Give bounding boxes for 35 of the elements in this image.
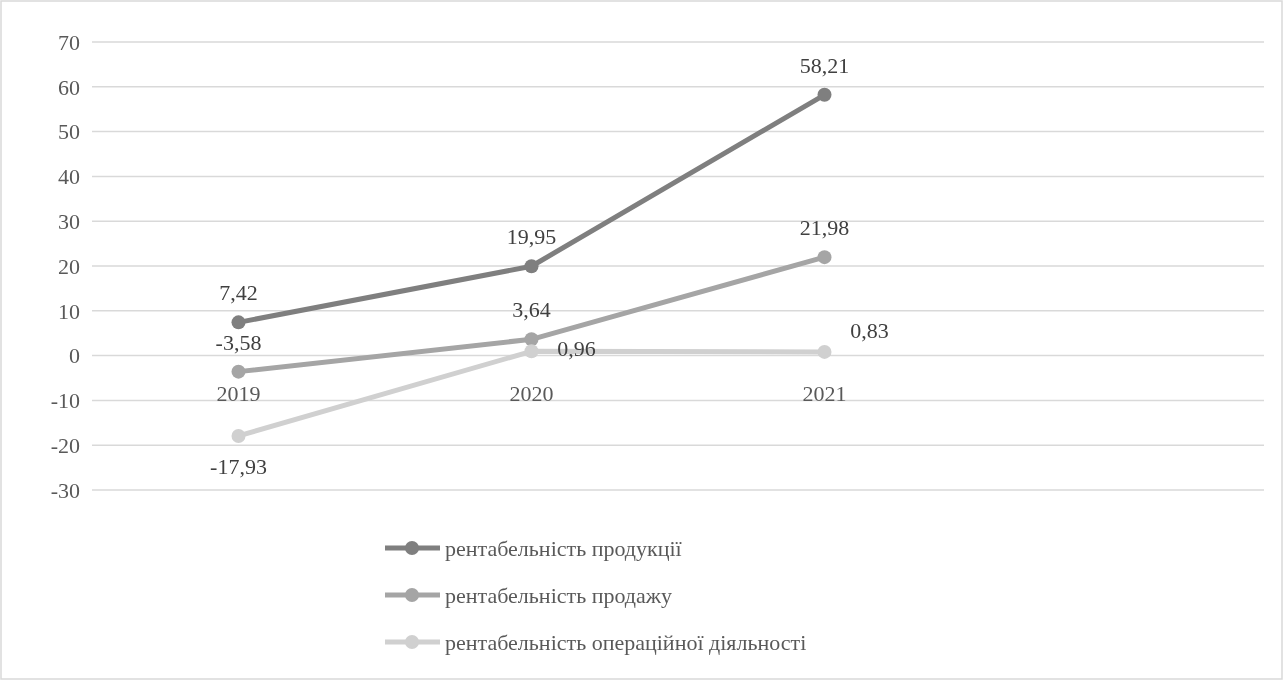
legend-label: рентабельність продукції xyxy=(445,535,683,561)
y-tick-label: -30 xyxy=(50,477,80,503)
point xyxy=(231,364,246,379)
data-label: -17,93 xyxy=(210,453,267,479)
point xyxy=(524,332,539,347)
data-label: 3,64 xyxy=(512,297,551,323)
y-tick-label: -20 xyxy=(50,432,80,458)
data-label: 0,83 xyxy=(850,317,889,343)
y-tick-label: 20 xyxy=(58,253,80,279)
data-label: 21,98 xyxy=(799,215,850,241)
y-tick-label: 70 xyxy=(58,29,80,55)
x-tick-label: 2021 xyxy=(802,380,847,406)
y-tick-label: 10 xyxy=(58,298,80,324)
data-label: 58,21 xyxy=(799,52,850,78)
point xyxy=(817,344,832,359)
data-label: 7,42 xyxy=(219,280,258,306)
point xyxy=(817,250,832,265)
y-tick-label: 0 xyxy=(69,343,80,369)
y-tick-label: 50 xyxy=(58,119,80,145)
point xyxy=(231,428,246,443)
point xyxy=(817,87,832,102)
y-tick-label: 60 xyxy=(58,74,80,100)
legend-label: рентабельність операційної діяльності xyxy=(445,629,807,655)
point xyxy=(231,315,246,330)
data-label: 0,96 xyxy=(557,336,596,362)
data-label: -3,58 xyxy=(215,329,262,355)
y-tick-label: -10 xyxy=(50,388,80,414)
x-tick-label: 2019 xyxy=(216,380,261,406)
legend-label: рентабельність продажу xyxy=(445,582,672,608)
point xyxy=(524,344,539,359)
x-tick-label: 2020 xyxy=(509,380,554,406)
y-tick-label: 30 xyxy=(58,208,80,234)
data-label: 19,95 xyxy=(506,224,557,250)
point xyxy=(524,259,539,274)
y-tick-label: 40 xyxy=(58,164,80,190)
